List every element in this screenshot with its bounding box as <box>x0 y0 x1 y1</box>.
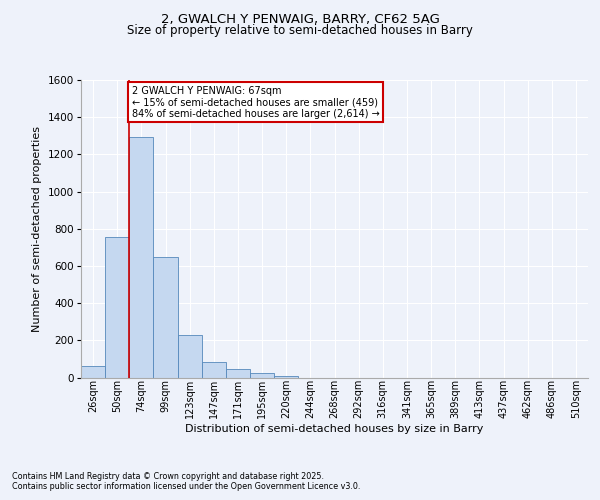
Bar <box>129 136 154 378</box>
Bar <box>178 334 202 378</box>
Bar <box>105 237 129 378</box>
Bar <box>202 362 226 378</box>
Bar <box>226 369 250 378</box>
X-axis label: Distribution of semi-detached houses by size in Barry: Distribution of semi-detached houses by … <box>185 424 484 434</box>
Bar <box>250 374 274 378</box>
Text: Size of property relative to semi-detached houses in Barry: Size of property relative to semi-detach… <box>127 24 473 37</box>
Text: 2, GWALCH Y PENWAIG, BARRY, CF62 5AG: 2, GWALCH Y PENWAIG, BARRY, CF62 5AG <box>161 12 439 26</box>
Text: 2 GWALCH Y PENWAIG: 67sqm
← 15% of semi-detached houses are smaller (459)
84% of: 2 GWALCH Y PENWAIG: 67sqm ← 15% of semi-… <box>132 86 379 119</box>
Text: Contains public sector information licensed under the Open Government Licence v3: Contains public sector information licen… <box>12 482 361 491</box>
Bar <box>81 366 105 378</box>
Bar <box>154 256 178 378</box>
Y-axis label: Number of semi-detached properties: Number of semi-detached properties <box>32 126 42 332</box>
Text: Contains HM Land Registry data © Crown copyright and database right 2025.: Contains HM Land Registry data © Crown c… <box>12 472 324 481</box>
Bar <box>274 376 298 378</box>
